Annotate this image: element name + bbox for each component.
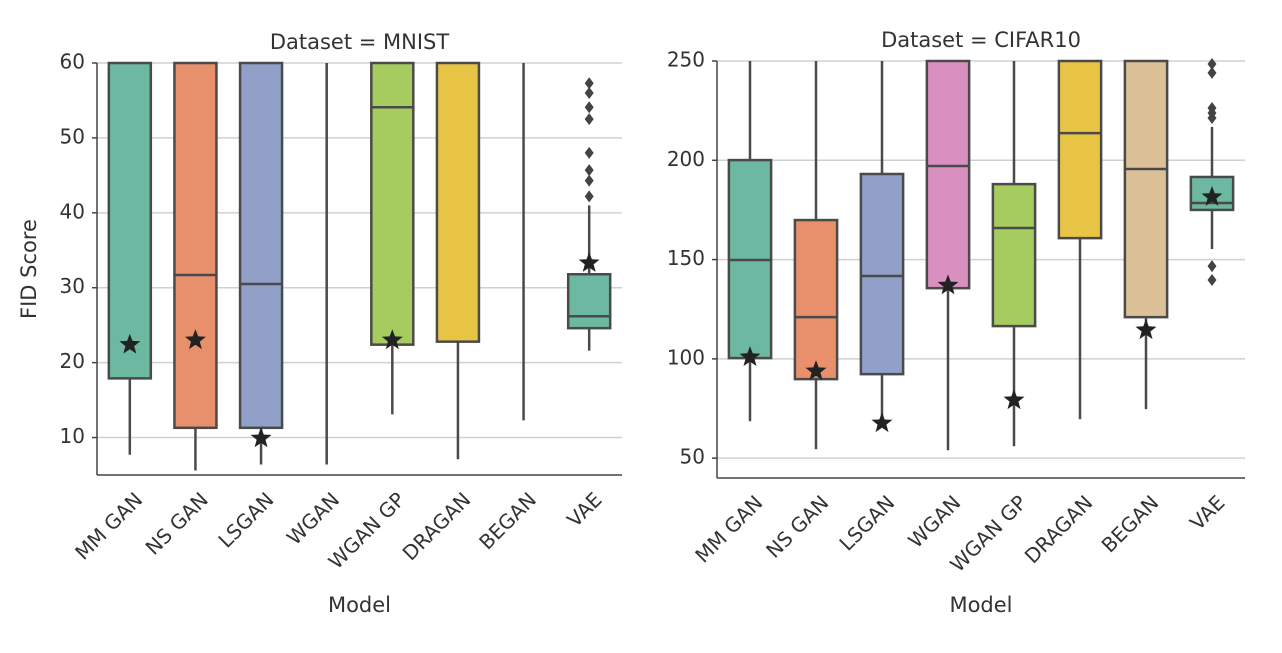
x-axis-label: Model <box>949 593 1012 617</box>
y-tick-label: 50 <box>680 445 705 469</box>
outlier <box>1207 57 1217 70</box>
outlier <box>584 164 594 177</box>
y-tick-label: 50 <box>60 124 85 148</box>
x-tick-label: MM GAN <box>70 487 147 564</box>
x-tick-label: LSGAN <box>213 487 278 552</box>
box <box>1123 59 1169 319</box>
box <box>370 61 415 346</box>
star-marker <box>250 427 272 448</box>
star-marker <box>381 329 403 350</box>
star-marker <box>185 329 206 350</box>
y-tick-label: 200 <box>667 147 705 171</box>
x-axis-label: Model <box>328 593 391 617</box>
outlier <box>584 174 594 187</box>
x-tick-label: LSGAN <box>834 490 899 555</box>
box <box>1189 175 1235 212</box>
box <box>793 218 839 381</box>
star-marker <box>1135 319 1157 339</box>
x-tick-label: WGAN <box>282 487 344 549</box>
outlier <box>584 146 594 159</box>
outlier <box>584 101 594 114</box>
outlier <box>584 77 594 90</box>
y-tick-label: 60 <box>60 50 85 74</box>
outlier <box>1207 111 1217 124</box>
star-marker <box>805 360 827 381</box>
y-tick-label: 10 <box>60 424 85 448</box>
box <box>859 172 905 376</box>
outlier <box>584 86 594 99</box>
outlier <box>584 113 594 126</box>
x-tick-label: VAE <box>1185 490 1229 534</box>
x-tick-label: DRAGAN <box>1020 490 1098 568</box>
box <box>107 61 153 380</box>
x-tick-label: BEGAN <box>474 487 541 554</box>
box <box>991 182 1037 328</box>
outlier <box>1207 274 1217 287</box>
y-tick-label: 150 <box>667 246 705 270</box>
star-marker <box>119 333 141 354</box>
star-marker <box>937 274 959 295</box>
box <box>566 272 612 330</box>
x-tick-label: DRAGAN <box>398 487 476 565</box>
x-tick-label: WGAN <box>903 490 965 552</box>
star-marker <box>1003 389 1025 410</box>
y-tick-label: 20 <box>60 349 85 373</box>
outlier <box>584 190 594 203</box>
box <box>435 61 481 343</box>
x-tick-label: NS GAN <box>761 490 833 562</box>
y-axis-label: FID Score <box>17 219 41 319</box>
star-marker <box>871 412 893 433</box>
x-tick-label: VAE <box>562 487 606 531</box>
box <box>173 61 218 430</box>
y-tick-label: 100 <box>667 345 705 369</box>
y-tick-label: 30 <box>60 274 85 298</box>
x-tick-label: BEGAN <box>1097 490 1164 557</box>
box <box>1057 59 1103 240</box>
x-tick-label: MM GAN <box>690 490 767 567</box>
star-marker <box>578 252 600 272</box>
box <box>925 59 971 290</box>
outlier <box>1207 66 1217 79</box>
panel-title: Dataset = CIFAR10 <box>881 28 1081 52</box>
x-tick-label: NS GAN <box>141 487 213 559</box>
box <box>238 61 284 430</box>
outlier <box>1207 260 1217 273</box>
y-tick-label: 250 <box>667 48 705 72</box>
star-marker <box>1201 186 1223 206</box>
panel-title: Dataset = MNIST <box>270 30 450 54</box>
y-tick-label: 40 <box>60 199 85 223</box>
star-marker <box>739 346 761 366</box>
